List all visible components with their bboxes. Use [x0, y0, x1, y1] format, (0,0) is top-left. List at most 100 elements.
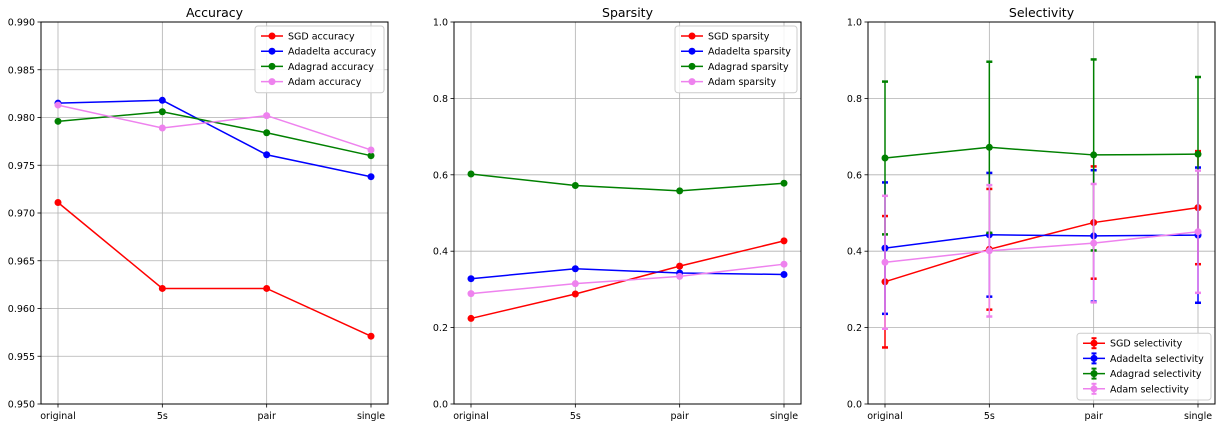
data-point: [985, 143, 993, 151]
legend-label: Adam accuracy: [288, 77, 362, 88]
series-adagrad-selectivity: [881, 58, 1202, 252]
legend-marker: [1090, 339, 1098, 347]
series-line: [884, 230, 1199, 264]
data-point: [881, 258, 889, 266]
legend-marker: [268, 32, 276, 40]
legend-label: Adam selectivity: [1110, 384, 1189, 395]
data-point: [158, 124, 166, 132]
legend-box: [674, 25, 798, 94]
legend-box: [254, 25, 385, 94]
legend-marker: [268, 47, 276, 55]
data-point: [158, 108, 166, 116]
data-point: [467, 170, 475, 178]
data-point: [54, 198, 62, 206]
y-tick-label: 0.960: [8, 304, 35, 315]
series-adam-selectivity: [881, 169, 1202, 330]
y-axis: 0.950 0.955 0.960 0.965 0.970 0.975 0.980 0.985…: [8, 18, 41, 411]
legend-item: Adam sparsity: [681, 77, 776, 88]
data-point: [676, 187, 684, 195]
data-point: [881, 154, 889, 162]
series-group: [881, 58, 1202, 349]
data-point: [263, 284, 271, 292]
data-point: [1090, 239, 1098, 247]
x-tick-label: 5s: [157, 411, 168, 422]
data-point: [54, 117, 62, 125]
series-adadelta-selectivity: [881, 166, 1202, 316]
y-tick-label: 0.950: [8, 400, 35, 411]
series-sgd-accuracy: [54, 198, 375, 340]
legend-marker: [268, 62, 276, 70]
legend-marker: [688, 78, 696, 86]
legend-marker: [1090, 354, 1098, 362]
series-adagrad-accuracy: [54, 108, 375, 160]
data-point: [467, 314, 475, 322]
x-tick-label: original: [867, 411, 903, 422]
x-axis: original 5s pair single: [40, 404, 385, 422]
series-adagrad-sparsity: [467, 170, 788, 195]
y-tick-label: 0.990: [8, 18, 35, 29]
data-point: [985, 247, 993, 255]
y-tick-label: 0.4: [433, 247, 448, 258]
data-point: [780, 237, 788, 245]
data-point: [158, 96, 166, 104]
data-point: [571, 280, 579, 288]
series-line: [470, 173, 785, 192]
legend-label: Adagrad sparsity: [708, 62, 789, 73]
data-point: [367, 152, 375, 160]
data-point: [571, 181, 579, 189]
x-axis: original 5s pair single: [867, 404, 1212, 422]
data-point: [263, 129, 271, 137]
y-tick-label: 0.8: [847, 94, 862, 105]
y-tick-label: 1.0: [433, 18, 448, 29]
x-tick-label: single: [1184, 411, 1212, 422]
x-tick-label: 5s: [570, 411, 581, 422]
legend-label: Adagrad accuracy: [288, 62, 374, 73]
legend: SGD accuracy Adadelta accuracy Adagrad acc…: [254, 25, 385, 94]
series-line: [884, 206, 1199, 283]
legend-item: Adadelta sparsity: [681, 47, 791, 58]
data-point: [467, 290, 475, 298]
legend-label: Adagrad selectivity: [1110, 369, 1202, 380]
series-adam-accuracy: [54, 101, 375, 154]
data-point: [367, 146, 375, 154]
data-point: [1194, 228, 1202, 236]
data-point: [676, 272, 684, 280]
y-tick-label: 1.0: [847, 18, 862, 29]
legend-box: [1076, 332, 1212, 401]
legend-label: SGD accuracy: [288, 32, 355, 43]
legend-item: Adagrad selectivity: [1083, 367, 1202, 380]
data-point: [1090, 151, 1098, 159]
series-line: [884, 234, 1199, 249]
series-group: [54, 96, 375, 340]
data-point: [263, 151, 271, 159]
data-point: [571, 290, 579, 298]
chart-panel-accuracy: 0.950 0.955 0.960 0.965 0.970 0.975 0.980 0.985…: [8, 5, 389, 422]
series-line: [470, 268, 785, 280]
legend-item: Adam accuracy: [261, 77, 362, 88]
data-point: [780, 271, 788, 279]
series-group: [467, 170, 788, 322]
y-tick-label: 0.975: [8, 161, 35, 172]
data-point: [158, 284, 166, 292]
legend: SGD selectivity Adadelta selectivity Adagr…: [1076, 332, 1212, 401]
plot-frame: [453, 21, 802, 405]
series-line: [57, 201, 372, 337]
x-tick-label: single: [770, 411, 798, 422]
chart-panel-selectivity: 0.0 0.2 0.4 0.6 0.8 1.0 original 5s pair single Se…: [847, 5, 1216, 422]
y-tick-label: 0.980: [8, 113, 35, 124]
x-tick-label: pair: [1084, 411, 1102, 422]
y-axis: 0.0 0.2 0.4 0.6 0.8 1.0: [847, 18, 868, 411]
y-tick-label: 0.955: [8, 352, 35, 363]
legend: SGD sparsity Adadelta sparsity Adagrad spa…: [674, 25, 798, 94]
x-tick-label: pair: [670, 411, 688, 422]
series-adam-sparsity: [467, 260, 788, 298]
series-adadelta-sparsity: [467, 265, 788, 283]
plot-frame: [867, 21, 1216, 405]
legend-label: SGD sparsity: [708, 32, 770, 43]
data-point: [367, 173, 375, 181]
legend-marker: [688, 62, 696, 70]
y-tick-label: 0.8: [433, 94, 448, 105]
x-tick-label: original: [453, 411, 489, 422]
y-tick-label: 0.6: [433, 170, 448, 181]
legend-item: SGD accuracy: [261, 32, 355, 43]
